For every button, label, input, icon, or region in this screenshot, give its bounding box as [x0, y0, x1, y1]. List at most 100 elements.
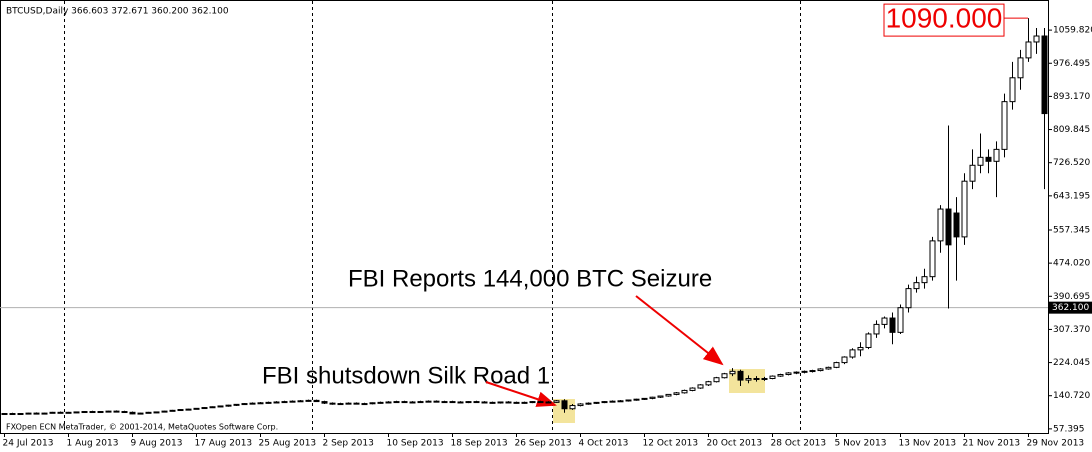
bull-candle [1017, 57, 1024, 79]
bull-candle [137, 412, 144, 415]
bull-candle [1009, 77, 1016, 103]
bear-candle [33, 412, 40, 415]
y-tick-label: 893.170 [1053, 92, 1090, 102]
bull-candle [649, 396, 656, 399]
bull-candle [825, 366, 832, 370]
bull-candle [529, 401, 536, 404]
y-tick-label: 557.345 [1053, 225, 1090, 235]
bull-candle [657, 395, 664, 398]
bull-candle [625, 399, 632, 402]
bull-candle [969, 164, 976, 182]
bull-candle [1025, 41, 1032, 59]
bull-candle [553, 400, 560, 403]
bull-candle [17, 413, 24, 416]
bull-candle [993, 148, 1000, 162]
bear-candle [561, 400, 568, 410]
bull-candle [769, 375, 776, 380]
y-tick-label: 726.520 [1053, 158, 1090, 168]
bull-candle [609, 400, 616, 403]
bull-candle [881, 317, 888, 325]
x-tick-label: 12 Oct 2013 [643, 439, 699, 449]
bear-candle [401, 401, 408, 404]
bear-candle [433, 400, 440, 403]
bull-candle [409, 401, 416, 404]
bull-candle [793, 371, 800, 374]
bull-candle [73, 411, 80, 414]
bull-candle [785, 372, 792, 376]
bull-candle [345, 402, 352, 405]
bear-candle [313, 399, 320, 403]
bull-candle [801, 370, 808, 373]
bear-candle [945, 208, 952, 246]
bull-candle [617, 400, 624, 403]
bear-candle [753, 378, 760, 381]
bear-candle [449, 401, 456, 404]
bull-candle [641, 397, 648, 400]
bull-candle [41, 412, 48, 415]
bull-candle [369, 402, 376, 405]
bull-candle [225, 404, 232, 407]
bull-candle [273, 401, 280, 404]
bear-candle [457, 401, 464, 404]
bear-candle [121, 411, 128, 414]
bull-candle [49, 411, 56, 414]
bull-candle [497, 401, 504, 404]
bear-candle [329, 402, 336, 405]
bull-candle [1033, 35, 1040, 43]
bull-candle [361, 403, 368, 406]
bull-candle [425, 400, 432, 403]
bear-candle [321, 401, 328, 404]
bull-candle [145, 411, 152, 414]
bull-candle [689, 387, 696, 391]
y-tick-label: 809.845 [1053, 125, 1090, 135]
bull-candle [729, 370, 736, 375]
bear-candle [57, 411, 64, 414]
bull-candle [153, 411, 160, 414]
bull-candle [385, 401, 392, 404]
bull-candle [745, 378, 752, 381]
bull-candle [161, 410, 168, 413]
bear-candle [889, 317, 896, 333]
bull-candle [905, 288, 912, 309]
arrow [635, 295, 724, 366]
bull-candle [281, 401, 288, 404]
bull-candle [577, 403, 584, 407]
y-tick-label: 474.020 [1053, 259, 1090, 269]
bear-candle [985, 156, 992, 162]
bull-candle [593, 401, 600, 404]
bull-candle [337, 403, 344, 406]
bear-candle [737, 370, 744, 381]
bull-candle [913, 282, 920, 290]
bull-candle [377, 401, 384, 404]
x-tick-label: 26 Sep 2013 [515, 439, 572, 449]
bull-candle [873, 323, 880, 335]
bull-candle [777, 374, 784, 377]
bear-candle [473, 401, 480, 404]
bear-candle [129, 411, 136, 415]
bull-candle [841, 356, 848, 364]
bull-candle [65, 411, 72, 414]
bull-candle [193, 407, 200, 410]
bull-candle [761, 378, 768, 381]
plot-frame [0, 0, 1049, 434]
bull-candle [929, 240, 936, 278]
chart-title: BTCUSD,Daily 366.603 372.671 360.200 362… [6, 7, 229, 17]
bull-candle [209, 406, 216, 409]
bull-candle [441, 401, 448, 404]
bull-candle [1, 413, 8, 416]
x-tick-label: 2 Sep 2013 [323, 439, 374, 449]
bear-candle [353, 402, 360, 405]
bull-candle [97, 411, 104, 414]
bull-candle [569, 405, 576, 410]
bull-candle [601, 401, 608, 404]
x-tick-label: 24 Jul 2013 [3, 439, 54, 449]
y-tick-label: 976.495 [1053, 59, 1090, 69]
bull-candle [833, 362, 840, 368]
bull-candle [697, 384, 704, 389]
x-tick-label: 4 Oct 2013 [579, 439, 629, 449]
x-tick-label: 20 Oct 2013 [707, 439, 763, 449]
bull-candle [857, 346, 864, 351]
bull-candle [673, 392, 680, 395]
bear-candle [9, 413, 16, 416]
